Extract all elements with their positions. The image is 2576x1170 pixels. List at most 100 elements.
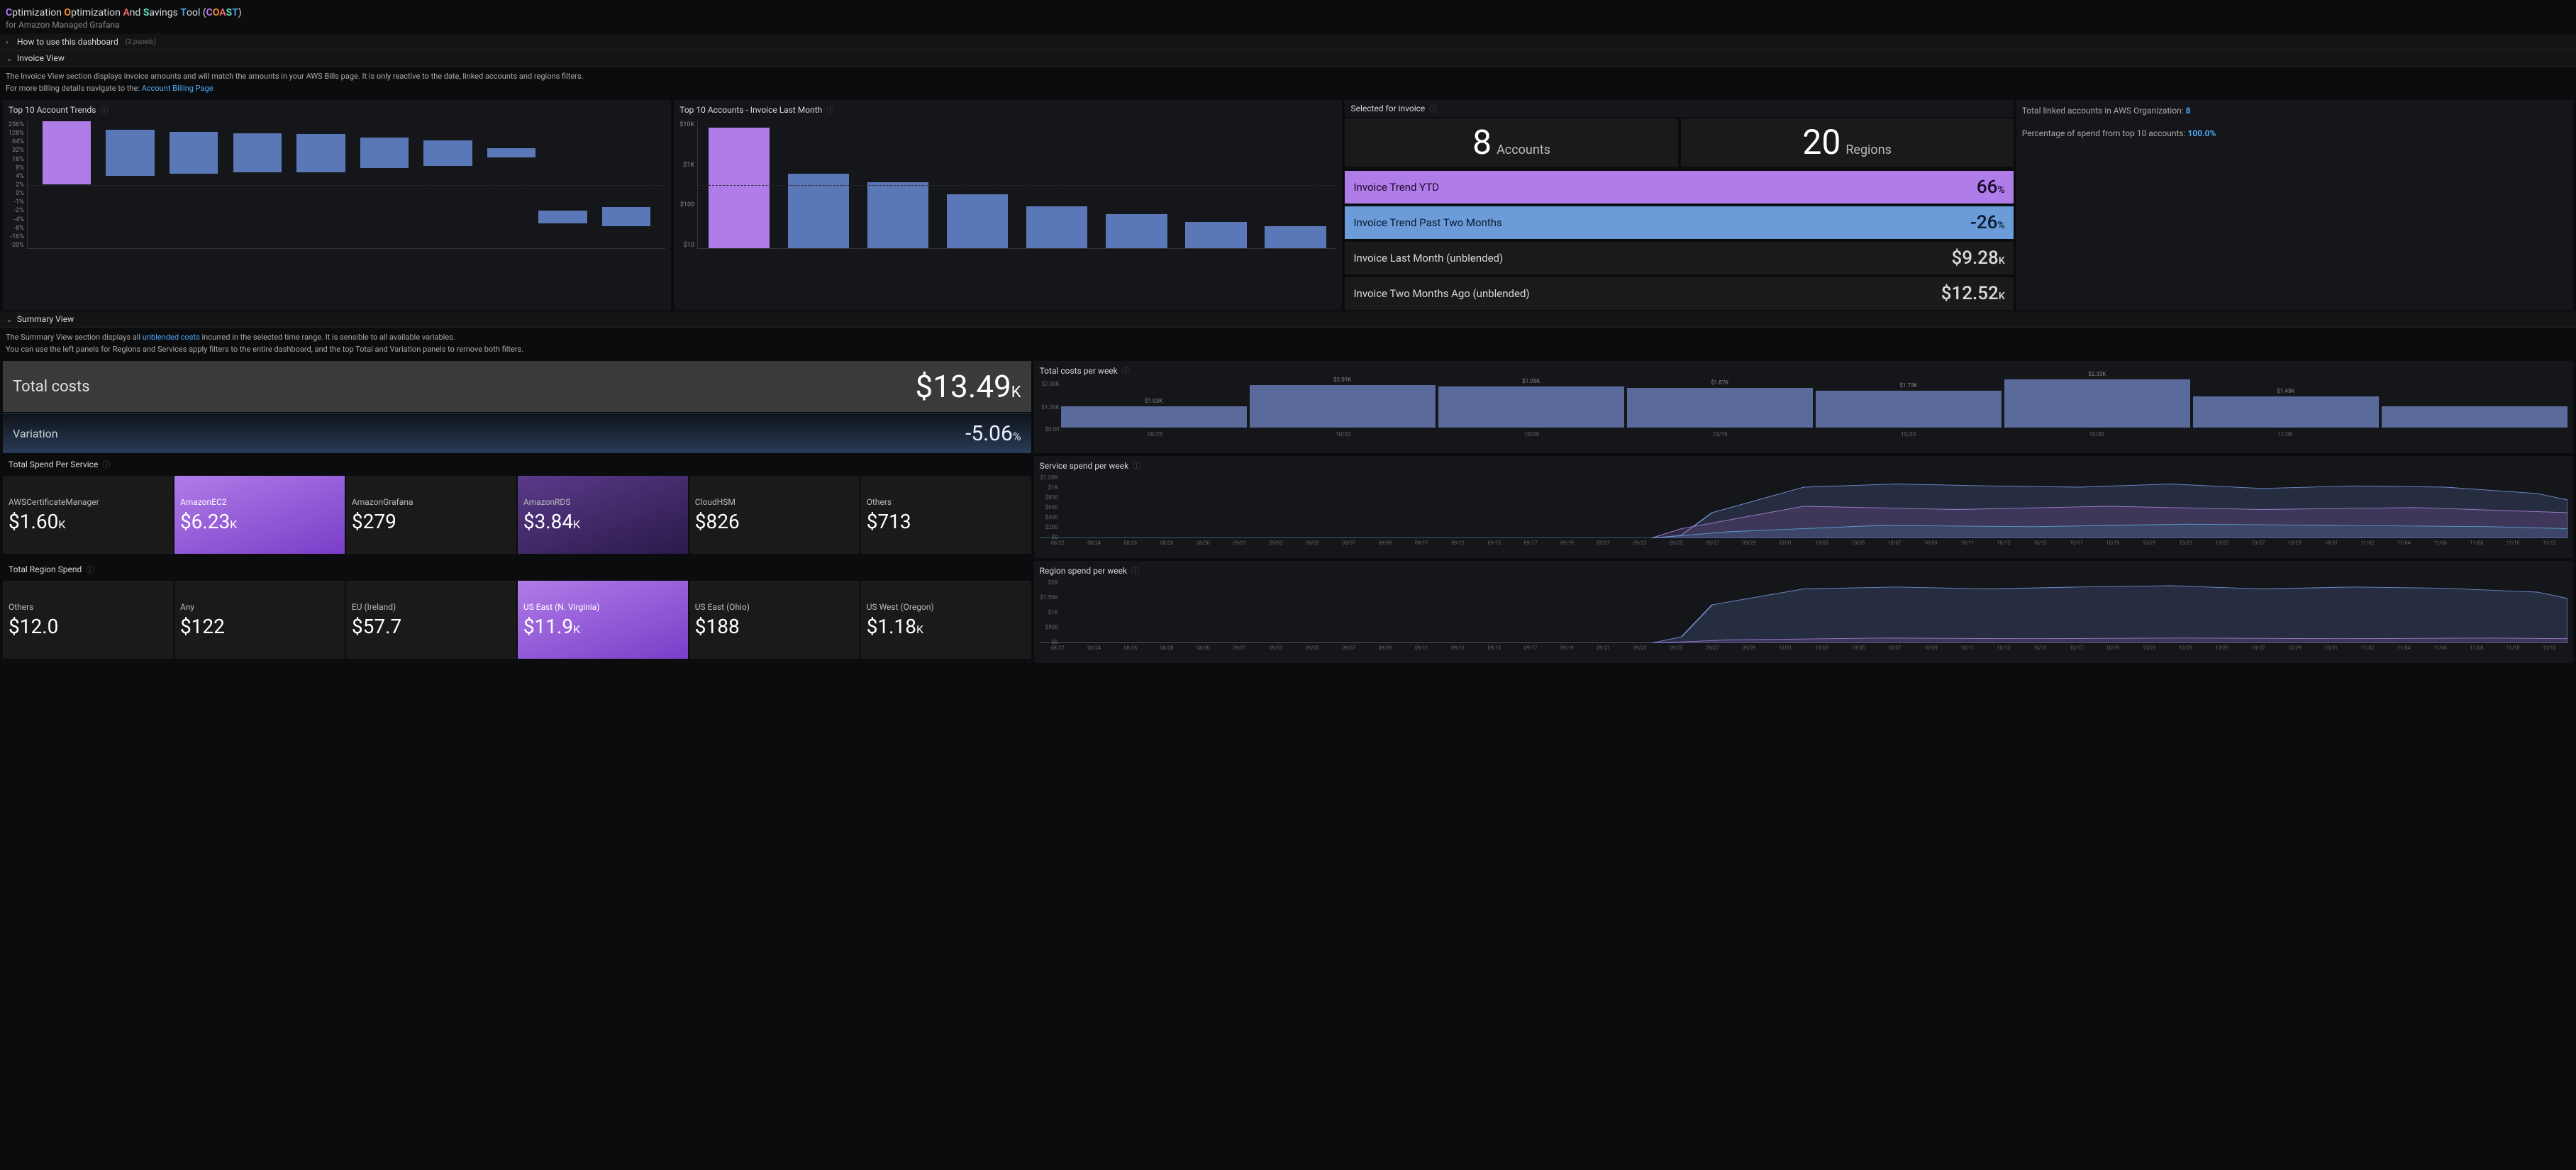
panel-title-text: Service spend per week <box>1040 461 1129 471</box>
spend-tile[interactable]: EU (Ireland) $57.7 <box>346 581 516 659</box>
tile-label: AmazonGrafana <box>352 497 511 507</box>
chevron-right-icon: › <box>6 37 13 47</box>
tile-label: EU (Ireland) <box>352 602 511 612</box>
info-icon[interactable]: ⓘ <box>826 104 834 116</box>
spend-tile[interactable]: Others $713 <box>861 476 1031 554</box>
unblended-costs-link[interactable]: unblended costs <box>143 333 200 342</box>
tile-value: $57.7 <box>352 615 511 638</box>
variation-panel[interactable]: Variation -5.06% <box>3 413 1031 453</box>
panel-title-text: Top 10 Account Trends <box>9 105 96 115</box>
kpi-regions: 20 Regions <box>1681 118 2014 167</box>
week-bar-chart: $2.00K $1.00K $0.00 $1.03K$2.01K$1.95K$1… <box>1040 381 2567 438</box>
pct-spend-text: Percentage of spend from top 10 accounts… <box>2022 127 2567 140</box>
panel-title-text: Top 10 Accounts - Invoice Last Month <box>679 105 822 115</box>
panel-info-text: Total linked accounts in AWS Organizatio… <box>2016 100 2573 310</box>
spend-tile[interactable]: Others $12.0 <box>3 581 173 659</box>
trend-label: Invoice Two Months Ago (unblended) <box>1353 287 1529 300</box>
section-label: How to use this dashboard <box>17 37 118 47</box>
tile-value: $1.60K <box>9 510 167 533</box>
chevron-down-icon: ⌄ <box>6 314 13 324</box>
chevron-down-icon: ⌄ <box>6 53 13 63</box>
info-icon[interactable]: ⓘ <box>100 104 108 116</box>
kpi-column: Selected for invoice ⓘ 8 Accounts 20 Reg… <box>1345 100 2013 310</box>
dashboard-subtitle: for Amazon Managed Grafana <box>6 20 2570 30</box>
trend-value: -26% <box>1970 212 2005 233</box>
panel-service-spend-week[interactable]: Service spend per week ⓘ $1.20K$1K$800$6… <box>1034 456 2573 558</box>
tile-label: US West (Oregon) <box>867 602 1026 612</box>
tile-label: US East (Ohio) <box>695 602 854 612</box>
tile-value: $826 <box>695 510 854 533</box>
section-label: Invoice View <box>17 53 65 63</box>
spend-tile[interactable]: AWSCertificateManager $1.60K <box>3 476 173 554</box>
spend-tile[interactable]: Any $122 <box>174 581 345 659</box>
spend-tile[interactable]: AmazonRDS $3.84K <box>518 476 688 554</box>
tile-label: Others <box>867 497 1026 507</box>
top10-lastmonth-chart: $10K$1K$100$10 <box>679 121 1336 249</box>
panel-title-text: Selected for invoice <box>1350 104 1425 113</box>
tile-value: $713 <box>867 510 1026 533</box>
section-summary-view[interactable]: ⌄ Summary View <box>0 311 2576 328</box>
totals-column: Total costs $13.49K Variation -5.06% <box>3 361 1031 453</box>
section-invoice-view[interactable]: ⌄ Invoice View <box>0 50 2576 67</box>
trend-value: $12.52K <box>1941 283 2005 304</box>
spend-tile[interactable]: US East (N. Virginia) $11.9K <box>518 581 688 659</box>
tile-value: $122 <box>180 615 339 638</box>
tile-value: $1.18K <box>867 615 1026 638</box>
top10-trends-chart: 256%128%64%32%16%8%4%2%0%-1%-2%-4%-8%-16… <box>9 121 665 249</box>
tile-label: AWSCertificateManager <box>9 497 167 507</box>
info-icon[interactable]: ⓘ <box>102 459 110 470</box>
linked-accounts-text: Total linked accounts in AWS Organizatio… <box>2022 104 2567 117</box>
account-billing-link[interactable]: Account Billing Page <box>142 84 213 93</box>
panel-title-text: Total costs per week <box>1040 366 1118 376</box>
dashboard-header: Cptimization Optimization ptimization An… <box>0 0 2576 34</box>
service-week-chart: $1.20K$1K$800$600$400$200$0 08/2208/2408… <box>1040 474 2567 552</box>
panel-title-text: Total Spend Per Service <box>9 459 98 469</box>
trend-strip[interactable]: Invoice Trend Past Two Months -26% <box>1345 206 2013 239</box>
tile-label: Any <box>180 602 339 612</box>
trend-strip[interactable]: Invoice Trend YTD 66% <box>1345 171 2013 204</box>
tile-value: $12.0 <box>9 615 167 638</box>
trend-label: Invoice Last Month (unblended) <box>1353 252 1503 264</box>
tile-label: Others <box>9 602 167 612</box>
section-howto[interactable]: › How to use this dashboard (3 panels) <box>0 34 2576 50</box>
panel-top10-lastmonth[interactable]: Top 10 Accounts - Invoice Last Month ⓘ $… <box>674 100 1342 310</box>
trend-value: 66% <box>1977 177 2005 198</box>
spend-tile[interactable]: US East (Ohio) $188 <box>689 581 860 659</box>
panel-top10-trends[interactable]: Top 10 Account Trends ⓘ 256%128%64%32%16… <box>3 100 671 310</box>
spend-tile[interactable]: US West (Oregon) $1.18K <box>861 581 1031 659</box>
summary-description: The Summary View section displays all un… <box>0 328 2576 360</box>
panel-count: (3 panels) <box>126 38 156 46</box>
region-week-chart: $2K$1.50K$1K$500$0 08/2208/2408/2608/280… <box>1040 579 2567 657</box>
tile-value: $3.84K <box>523 510 682 533</box>
tile-label: AmazonRDS <box>523 497 682 507</box>
tile-label: CloudHSM <box>695 497 854 507</box>
section-label: Summary View <box>17 314 74 324</box>
info-icon[interactable]: ⓘ <box>1122 365 1130 377</box>
trend-label: Invoice Trend Past Two Months <box>1353 216 1501 229</box>
spend-tile[interactable]: AmazonGrafana$279 <box>346 476 516 554</box>
spend-tile[interactable]: CloudHSM $826 <box>689 476 860 554</box>
invoice-description: The Invoice View section displays invoic… <box>0 67 2576 99</box>
info-icon[interactable]: ⓘ <box>1429 103 1437 114</box>
info-icon[interactable]: ⓘ <box>86 564 94 575</box>
panel-title-text: Total Region Spend <box>9 564 82 574</box>
trend-strip[interactable]: Invoice Two Months Ago (unblended) $12.52… <box>1345 277 2013 310</box>
panel-region-spend-week[interactable]: Region spend per week ⓘ $2K$1.50K$1K$500… <box>1034 561 2573 663</box>
trend-strip[interactable]: Invoice Last Month (unblended)$9.28K <box>1345 242 2013 274</box>
total-costs-panel[interactable]: Total costs $13.49K <box>3 361 1031 412</box>
tile-label: AmazonEC2 <box>180 497 339 507</box>
spend-tile[interactable]: AmazonEC2 $6.23K <box>174 476 345 554</box>
panel-total-costs-week[interactable]: Total costs per week ⓘ $2.00K $1.00K $0.… <box>1034 361 2573 453</box>
dashboard-title: Cptimization Optimization ptimization An… <box>6 7 2570 18</box>
kpi-accounts: 8 Accounts <box>1345 118 1677 167</box>
info-icon[interactable]: ⓘ <box>1133 460 1140 472</box>
trend-label: Invoice Trend YTD <box>1353 181 1439 194</box>
info-icon[interactable]: ⓘ <box>1131 565 1139 576</box>
variation-label: Variation <box>13 427 58 440</box>
total-costs-label: Total costs <box>13 378 90 396</box>
tile-label: US East (N. Virginia) <box>523 602 682 612</box>
spend-per-service-panel: Total Spend Per Service ⓘ AWSCertificate… <box>3 456 1031 558</box>
tile-value: $6.23K <box>180 510 339 533</box>
tile-value: $11.9K <box>523 615 682 638</box>
tile-value: $188 <box>695 615 854 638</box>
